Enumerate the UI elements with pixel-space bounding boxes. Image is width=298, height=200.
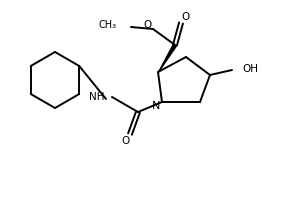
Text: OH: OH — [242, 64, 258, 74]
Text: O: O — [122, 136, 130, 146]
Text: N: N — [152, 101, 160, 111]
Text: NH: NH — [89, 92, 104, 102]
Text: O: O — [143, 20, 151, 30]
Text: CH₃: CH₃ — [99, 20, 117, 30]
Text: O: O — [181, 12, 189, 22]
Polygon shape — [159, 44, 176, 72]
